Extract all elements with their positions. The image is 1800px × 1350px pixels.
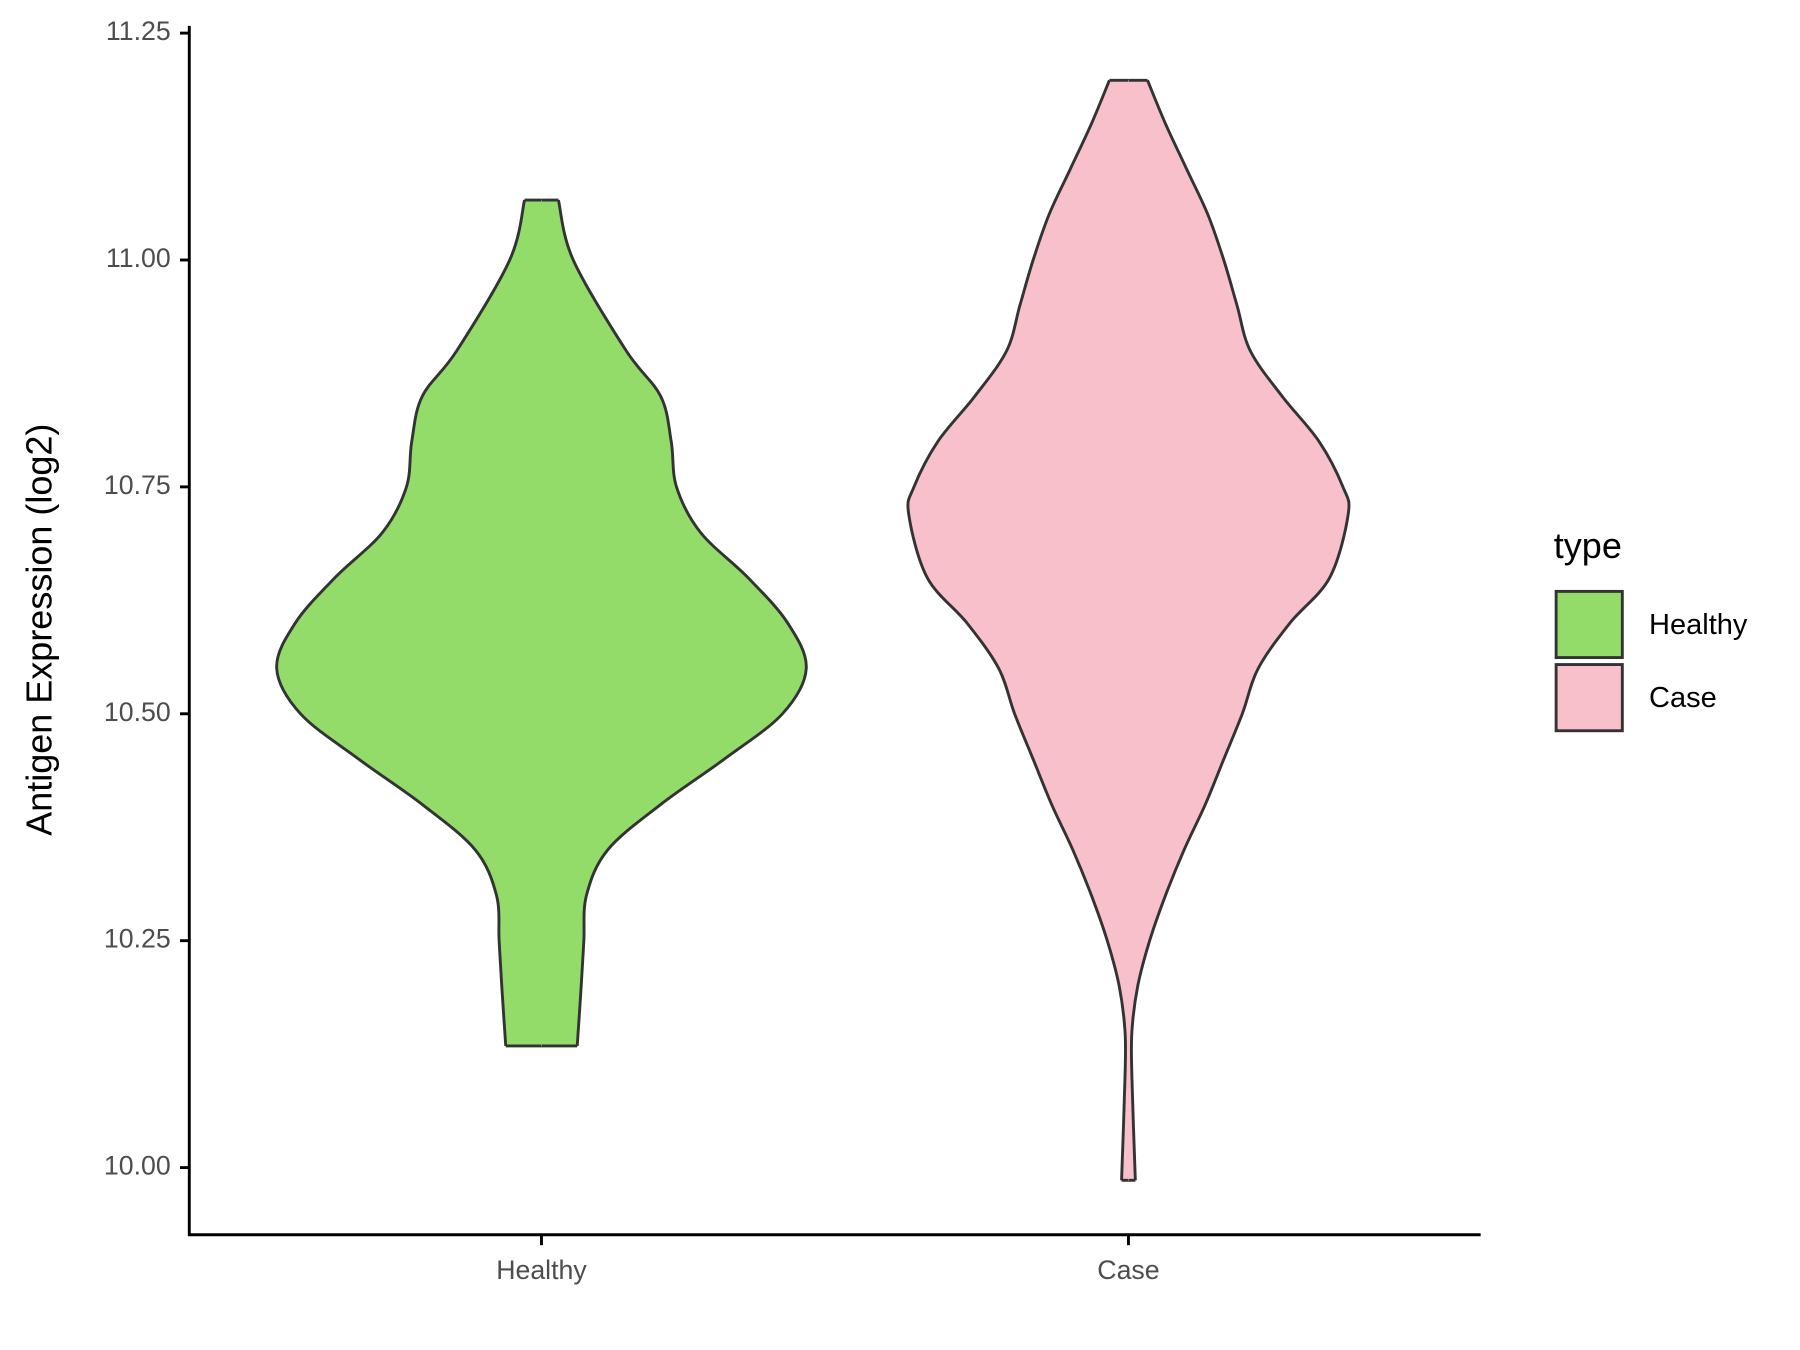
y-tick-label: 11.00 — [106, 243, 171, 273]
y-tick-label: 10.25 — [104, 924, 171, 954]
y-tick-label: 10.00 — [104, 1151, 171, 1181]
y-tick-label: 10.50 — [104, 697, 171, 727]
legend-label: Case — [1649, 682, 1717, 714]
y-tick-label: 10.75 — [104, 470, 171, 500]
violin-outline — [1129, 79, 1351, 1181]
violin-outline — [906, 79, 1128, 1181]
violin-outline — [275, 199, 526, 1047]
violin-fill — [1127, 79, 1350, 1181]
legend-title: type — [1554, 525, 1622, 566]
x-tick-label: Healthy — [496, 1255, 587, 1285]
x-tick-label: Case — [1097, 1255, 1159, 1285]
y-tick-label: 11.25 — [106, 16, 171, 46]
y-axis-title: Antigen Expression (log2) — [18, 424, 59, 836]
legend-key — [1554, 663, 1624, 733]
legend-key — [1554, 589, 1624, 660]
legend-label: Healthy — [1649, 609, 1748, 641]
violin-fill — [907, 79, 1129, 1181]
violin-fill — [276, 199, 542, 1047]
violin-fill — [541, 199, 807, 1047]
violin-outline — [557, 199, 808, 1047]
